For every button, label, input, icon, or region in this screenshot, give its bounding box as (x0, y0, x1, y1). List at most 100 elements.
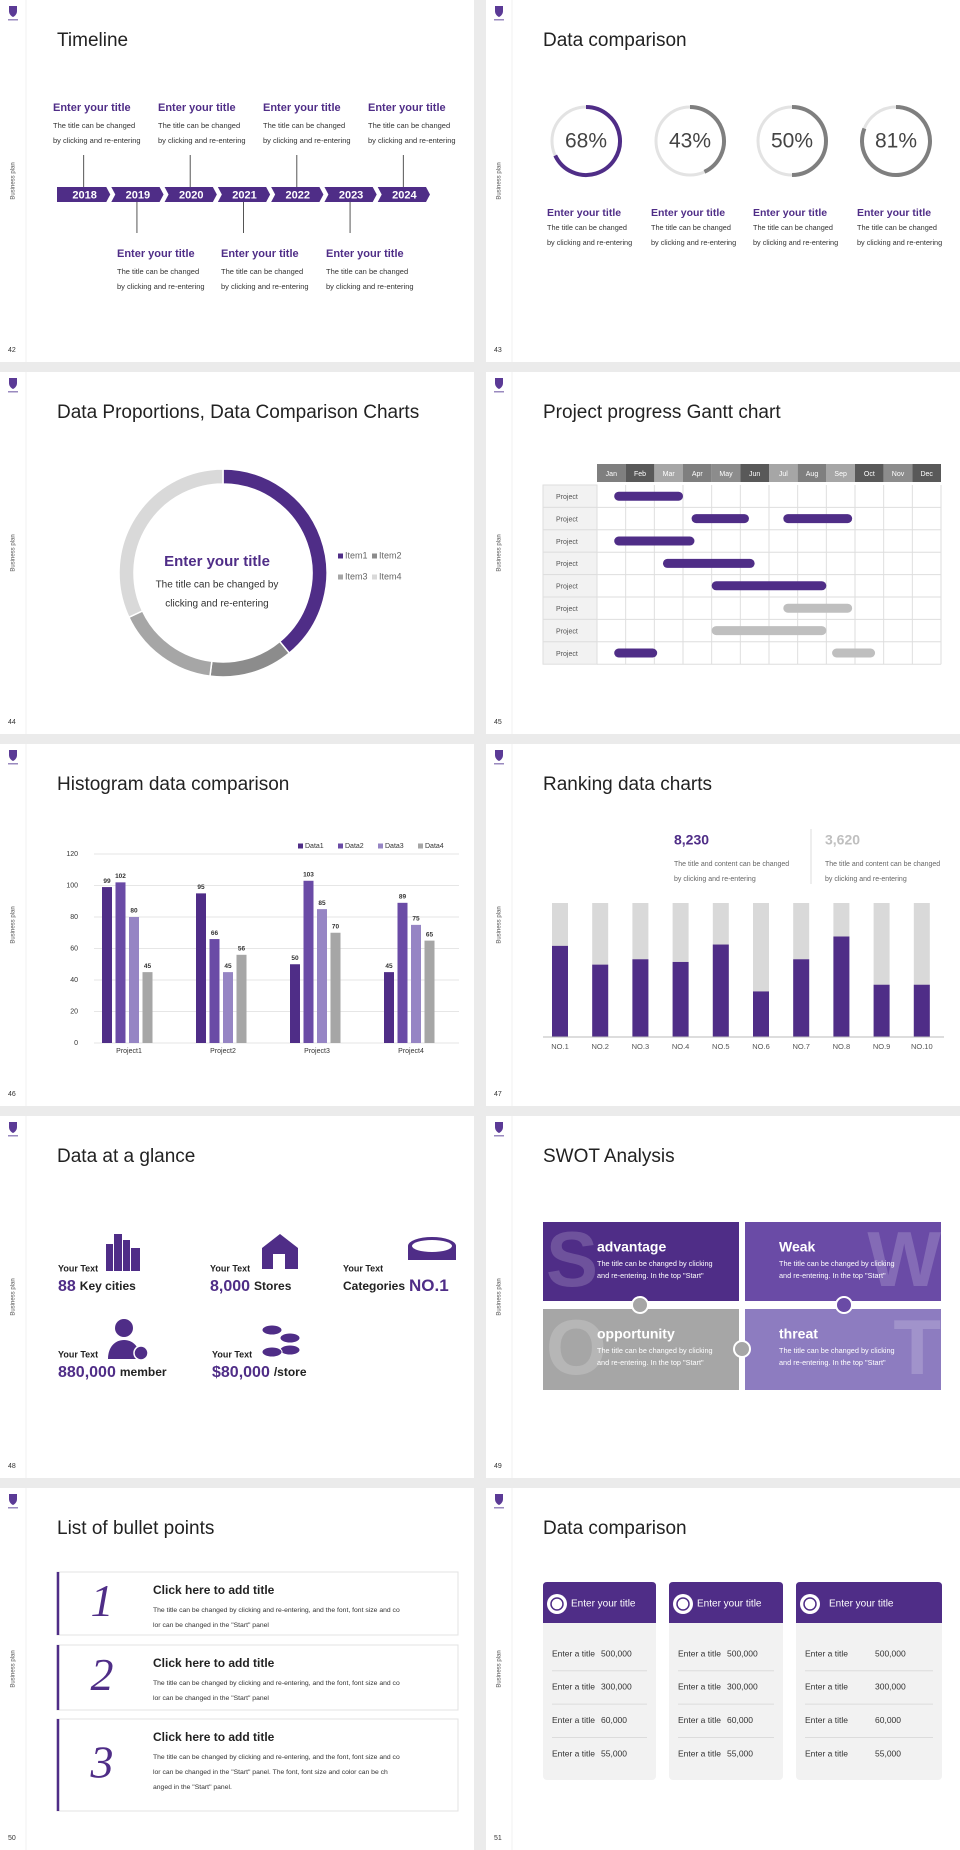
legend-label: Data1 (305, 843, 324, 850)
x-tick-label: Project2 (210, 1048, 236, 1055)
fact-line: Categories NO.1 (343, 1276, 449, 1295)
fact-value: $80,000 (212, 1364, 270, 1381)
slide-title: List of bullet points (57, 1518, 214, 1539)
slide-title: Data comparison (543, 30, 687, 51)
month-header (855, 464, 884, 482)
bar (129, 917, 139, 1043)
fact-value: NO.1 (409, 1276, 449, 1295)
card-icon (547, 1594, 567, 1614)
card-header (669, 1582, 783, 1623)
bar (753, 991, 769, 1037)
x-tick-label: NO.9 (873, 1042, 891, 1051)
logo (495, 1494, 503, 1505)
year-label: 2020 (179, 189, 203, 201)
ring-text: The title can be changed (753, 223, 833, 232)
item-text: by clicking and re-entering (53, 136, 141, 145)
donut-center-text: clicking and re-entering (165, 599, 268, 610)
swot-piece (543, 1309, 739, 1390)
y-tick-label: 80 (70, 914, 78, 921)
row-label: Project (556, 606, 578, 613)
year-segment (164, 187, 217, 202)
swot-text: The title can be changed by clicking (597, 1259, 713, 1268)
month-label: Jan (606, 471, 617, 478)
bar (384, 972, 394, 1043)
bullet-title: Click here to add title (153, 1656, 275, 1670)
item-title: Enter your title (263, 102, 341, 114)
ring-title: Enter your title (857, 207, 931, 219)
fact-value: 88 (58, 1278, 76, 1295)
page-number: 45 (494, 719, 502, 726)
bar (303, 880, 314, 1043)
bar (592, 964, 609, 1037)
x-tick-label: NO.4 (672, 1042, 690, 1051)
slide-title: Ranking data charts (543, 774, 712, 795)
ring-title: Enter your title (753, 207, 827, 219)
row-label: Enter a title (552, 1648, 595, 1658)
gantt-bar (614, 491, 683, 501)
icon (412, 1240, 452, 1252)
slide-bg (486, 0, 960, 362)
fact-label: Your Text (212, 1349, 252, 1359)
bar (672, 961, 689, 1037)
stat-text: by clicking and re-entering (825, 876, 907, 883)
month-label: Feb (634, 471, 646, 478)
slide-bg (0, 744, 474, 1106)
row-label: Enter a title (805, 1682, 848, 1692)
bullet-text: The title can be changed by clicking and… (153, 1754, 400, 1761)
item-title: Enter your title (53, 102, 131, 114)
swot-text: and re-entering. In the top "Start" (779, 1358, 886, 1367)
row-label: Project (556, 628, 578, 635)
fact-line: 8,000 Stores (210, 1278, 292, 1295)
page-number: 49 (494, 1463, 502, 1470)
bullet-title: Click here to add title (153, 1583, 275, 1597)
item-title: Enter your title (117, 248, 195, 260)
logo (495, 6, 503, 17)
page-number: 43 (494, 347, 502, 354)
month-label: May (719, 471, 733, 478)
item-text: The title can be changed (221, 267, 303, 276)
year-segment (271, 187, 324, 202)
bar (330, 932, 341, 1043)
side-label: Business plan (11, 1650, 17, 1687)
fact-value: 880,000 (58, 1364, 116, 1381)
slide: Business plan 48 Data at a glance Your Text… (0, 1116, 474, 1478)
legend-swatch (338, 553, 343, 559)
gantt-bar (662, 558, 755, 568)
bar (913, 984, 930, 1037)
logo (495, 750, 503, 761)
value-label: 85 (318, 900, 326, 907)
year-label: 2021 (232, 189, 256, 201)
value-label: 56 (238, 946, 246, 953)
logo (9, 750, 17, 761)
slide-title: Data comparison (543, 1518, 687, 1539)
month-label: Apr (692, 471, 704, 478)
icon (133, 1345, 149, 1361)
swot-text: and re-entering. In the top "Start" (597, 1271, 704, 1280)
stat-value: 3,620 (825, 832, 860, 848)
swot-title: Weak (779, 1239, 816, 1255)
year-segment (324, 187, 377, 202)
icon (262, 1234, 298, 1269)
item-title: Enter your title (368, 102, 446, 114)
swot-text: The title can be changed by clicking (779, 1259, 895, 1268)
ring-text: by clicking and re-entering (547, 238, 632, 247)
logo (9, 6, 17, 17)
month-header (740, 464, 769, 482)
slide-title: SWOT Analysis (543, 1146, 675, 1167)
legend-swatch (298, 843, 303, 849)
item-text: The title can be changed (53, 121, 135, 130)
logo (9, 378, 17, 389)
year-segment (111, 187, 164, 202)
ring-text: The title can be changed (547, 223, 627, 232)
swot-title: threat (779, 1326, 818, 1342)
gantt-bar (783, 603, 853, 613)
card-icon (800, 1594, 820, 1614)
slide-title: Project progress Gantt chart (543, 402, 781, 423)
item-text: The title can be changed (368, 121, 450, 130)
month-header (912, 464, 941, 482)
fact-label: Your Text (210, 1263, 250, 1273)
slide: Business plan 43 Data comparison 68% Enter y… (486, 0, 960, 362)
icon (279, 1344, 301, 1356)
slide: Business plan 47 Ranking data charts 8,230 T… (486, 744, 960, 1106)
swot-knob (733, 1340, 751, 1358)
